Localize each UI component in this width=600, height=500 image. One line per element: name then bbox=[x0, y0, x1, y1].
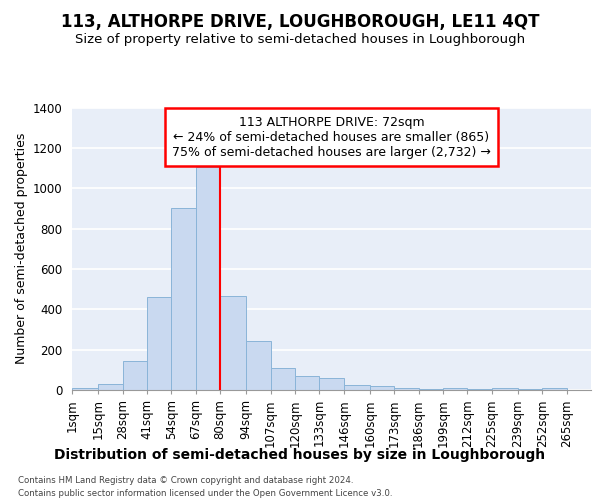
Bar bbox=[394, 388, 419, 390]
Bar bbox=[419, 389, 443, 390]
Bar bbox=[491, 388, 518, 390]
Text: Contains public sector information licensed under the Open Government Licence v3: Contains public sector information licen… bbox=[18, 489, 392, 498]
Bar bbox=[172, 208, 196, 390]
Text: 113, ALTHORPE DRIVE, LOUGHBOROUGH, LE11 4QT: 113, ALTHORPE DRIVE, LOUGHBOROUGH, LE11 … bbox=[61, 12, 539, 30]
Bar bbox=[370, 386, 394, 390]
Bar bbox=[98, 384, 122, 390]
Bar bbox=[542, 388, 566, 390]
Bar bbox=[518, 389, 542, 390]
Text: Size of property relative to semi-detached houses in Loughborough: Size of property relative to semi-detach… bbox=[75, 32, 525, 46]
Bar bbox=[271, 368, 295, 390]
Bar bbox=[122, 360, 147, 390]
Bar bbox=[295, 376, 319, 390]
Text: 113 ALTHORPE DRIVE: 72sqm
← 24% of semi-detached houses are smaller (865)
75% of: 113 ALTHORPE DRIVE: 72sqm ← 24% of semi-… bbox=[172, 116, 491, 159]
Bar bbox=[72, 388, 98, 390]
Bar bbox=[196, 167, 220, 390]
Bar bbox=[467, 389, 491, 390]
Bar bbox=[344, 384, 370, 390]
Bar bbox=[147, 297, 172, 390]
Y-axis label: Number of semi-detached properties: Number of semi-detached properties bbox=[16, 133, 28, 364]
Bar bbox=[319, 378, 344, 390]
Bar bbox=[443, 388, 467, 390]
Bar bbox=[220, 296, 246, 390]
Text: Contains HM Land Registry data © Crown copyright and database right 2024.: Contains HM Land Registry data © Crown c… bbox=[18, 476, 353, 485]
Text: Distribution of semi-detached houses by size in Loughborough: Distribution of semi-detached houses by … bbox=[55, 448, 545, 462]
Bar bbox=[246, 340, 271, 390]
